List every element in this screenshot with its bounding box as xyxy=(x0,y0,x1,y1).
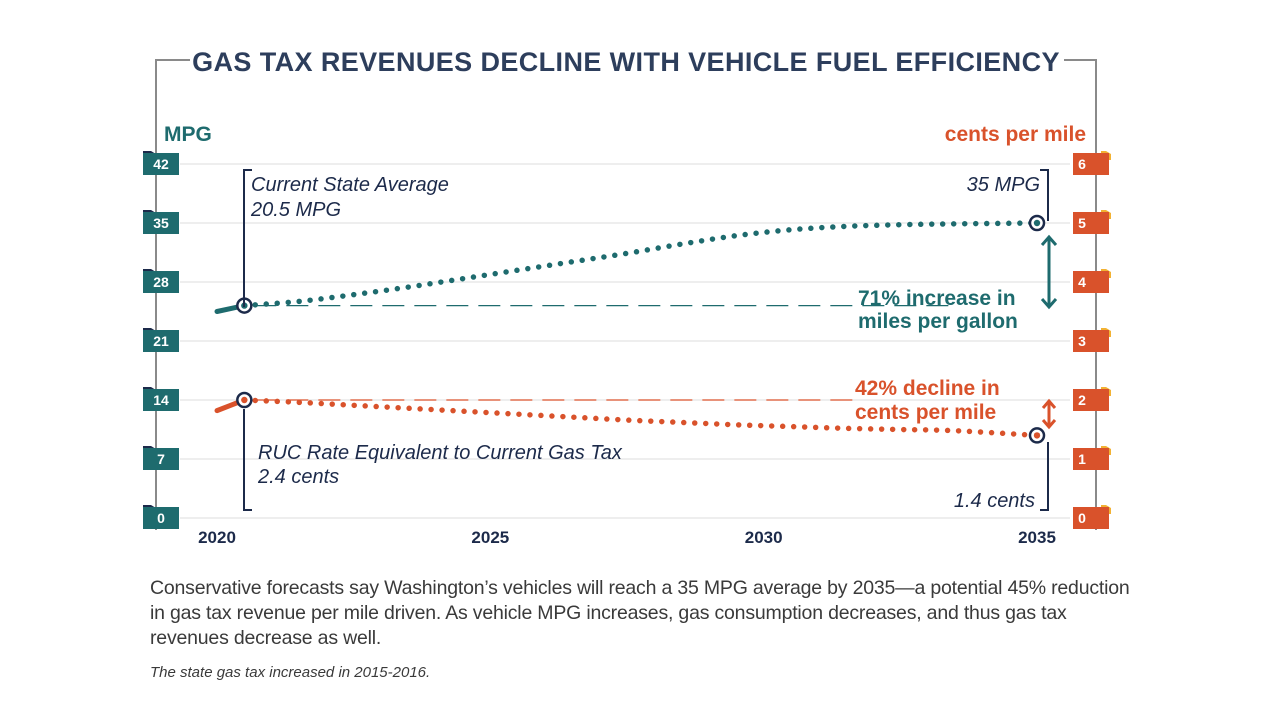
mpg-increase-arrow xyxy=(1040,234,1058,310)
cents-2035-bracket xyxy=(1040,442,1049,511)
right-tick: 4 xyxy=(1073,269,1111,293)
left-tick-box xyxy=(143,153,179,175)
cents-2035-label: 1.4 cents xyxy=(954,490,1035,512)
left-tick-box xyxy=(143,212,179,234)
left-tick-label: 42 xyxy=(153,156,169,172)
right-tick-label: 1 xyxy=(1078,451,1086,467)
right-tick-label: 6 xyxy=(1078,156,1086,172)
right-axis-label: cents per mile xyxy=(945,123,1086,146)
right-tick: 0 xyxy=(1073,505,1111,529)
ruc-value: 2.4 cents xyxy=(257,466,339,488)
x-tick-label: 2025 xyxy=(471,528,509,547)
right-tick: 1 xyxy=(1073,446,1111,470)
left-tick-label: 14 xyxy=(153,392,169,408)
right-tick-box xyxy=(1073,389,1109,411)
left-tick: 35 xyxy=(143,210,179,234)
left-tick-label: 35 xyxy=(153,215,169,231)
cents-forecast-line xyxy=(241,397,1040,439)
chart-frame xyxy=(155,59,1097,530)
right-tick: 2 xyxy=(1073,387,1111,411)
chart-title: GAS TAX REVENUES DECLINE WITH VEHICLE FU… xyxy=(192,47,1060,77)
cents-decline-label-1: 42% decline in xyxy=(855,377,1000,400)
right-tick-box xyxy=(1073,330,1109,352)
left-tick: 7 xyxy=(143,446,179,470)
left-tick-label: 21 xyxy=(153,333,169,349)
cents-decline-label-2: cents per mile xyxy=(855,401,996,424)
x-tick-label: 2030 xyxy=(745,528,783,547)
current-average-bracket xyxy=(243,169,252,307)
left-tick-label: 28 xyxy=(153,274,169,290)
right-tick-label: 0 xyxy=(1078,510,1086,526)
x-tick-label: 2020 xyxy=(198,528,236,547)
left-tick-label: 7 xyxy=(157,451,165,467)
left-tick: 21 xyxy=(143,328,179,352)
left-tick: 14 xyxy=(143,387,179,411)
right-tick: 3 xyxy=(1073,328,1111,352)
current-average-value: 20.5 MPG xyxy=(250,199,341,221)
reference-lines xyxy=(254,304,955,401)
right-tick-box xyxy=(1073,448,1109,470)
mpg-2035-label: 35 MPG xyxy=(967,174,1040,196)
right-axis: 0 1 2 3 4 5 6 xyxy=(1073,151,1111,529)
left-tick: 0 xyxy=(143,505,179,529)
series-layer xyxy=(214,214,1046,444)
right-tick-box xyxy=(1073,212,1109,234)
mpg-end-marker-dot xyxy=(1033,219,1041,227)
left-tick-label: 0 xyxy=(157,510,165,526)
left-tick-box xyxy=(143,507,179,529)
footnote: The state gas tax increased in 2015-2016… xyxy=(150,664,431,681)
left-tick-box xyxy=(143,389,179,411)
grid xyxy=(180,163,1070,519)
right-tick-label: 2 xyxy=(1078,392,1086,408)
right-tick-box xyxy=(1073,271,1109,293)
x-tick-label: 2035 xyxy=(1018,528,1056,547)
cents-decline-arrow xyxy=(1041,398,1057,430)
mpg-increase-label-1: 71% increase in xyxy=(858,287,1016,310)
left-tick-box xyxy=(143,448,179,470)
right-tick-box xyxy=(1073,507,1109,529)
mpg-increase-label-2: miles per gallon xyxy=(858,310,1018,333)
x-axis: 2020 2025 2030 2035 xyxy=(198,528,1056,547)
left-tick-box xyxy=(143,271,179,293)
right-tick-box xyxy=(1073,153,1109,175)
mpg-forecast-line xyxy=(241,220,1040,309)
mpg-2035-bracket xyxy=(1040,169,1049,221)
left-tick: 28 xyxy=(143,269,179,293)
cents-end-marker-dot xyxy=(1033,432,1041,439)
caption: Conservative forecasts say Washington’s … xyxy=(150,577,1130,649)
left-axis: 0 7 14 21 28 35 42 xyxy=(143,151,179,529)
right-tick-label: 4 xyxy=(1078,274,1086,290)
left-tick-box xyxy=(143,330,179,352)
current-average-label: Current State Average xyxy=(251,174,449,196)
right-tick: 6 xyxy=(1073,151,1111,175)
annotations: Current State Average 20.5 MPG 35 MPG 71… xyxy=(243,169,1058,512)
ruc-bracket xyxy=(243,409,252,511)
ruc-label: RUC Rate Equivalent to Current Gas Tax xyxy=(258,442,623,464)
left-tick: 42 xyxy=(143,151,179,175)
cents-start-marker-dot xyxy=(241,396,248,404)
left-axis-label: MPG xyxy=(164,123,212,146)
right-tick-label: 3 xyxy=(1078,333,1086,349)
right-tick-label: 5 xyxy=(1078,215,1086,231)
right-tick: 5 xyxy=(1073,210,1111,234)
